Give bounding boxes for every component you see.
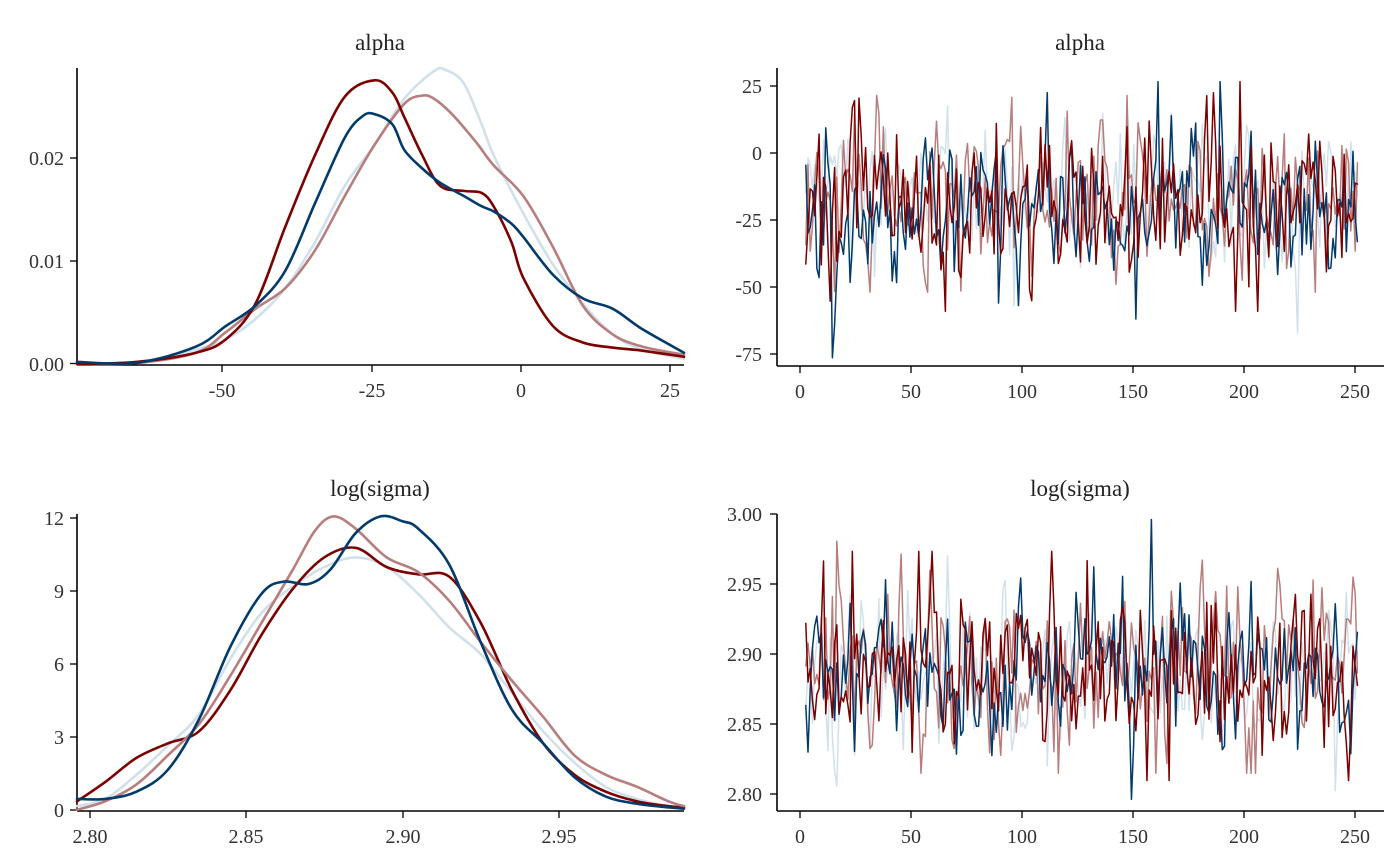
- panel-title-alpha-trace: alpha: [1055, 30, 1105, 55]
- plot-area-alpha-density: [75, 66, 686, 366]
- y-tick-label: 3.00: [727, 504, 762, 526]
- y-tick-label: 2.95: [727, 574, 762, 596]
- x-tick-label: 25: [660, 380, 680, 402]
- x-tick-label: -50: [209, 380, 236, 402]
- trace-line-chain-1: [805, 80, 1359, 313]
- plot-area-log-sigma-density: [75, 514, 686, 812]
- y-tick-label: 25: [742, 76, 762, 98]
- x-tick-label: -25: [359, 380, 386, 402]
- x-axis-alpha-density: -50 -25 0 25: [77, 364, 684, 402]
- density-line-chain-2: [75, 515, 686, 812]
- x-tick-label: 0: [795, 826, 805, 848]
- panel-log-sigma-trace: log(sigma) 2.80 2.85 2.90 2.95 3.00 0 50…: [727, 476, 1384, 848]
- x-tick-label: 50: [901, 381, 921, 403]
- x-tick-label: 200: [1229, 381, 1259, 403]
- y-tick-label: -75: [735, 344, 762, 366]
- panel-title-log-sigma-trace: log(sigma): [1030, 476, 1130, 501]
- x-tick-label: 2.95: [542, 826, 577, 848]
- panel-alpha-density: alpha 0.00 0.01 0.02 -50 -25 0 25: [29, 30, 686, 402]
- y-tick-label: -25: [735, 210, 762, 232]
- y-axis-alpha-trace: -75 -50 -25 0 25: [735, 68, 778, 366]
- x-tick-label: 100: [1007, 826, 1037, 848]
- x-tick-label: 50: [901, 826, 921, 848]
- x-tick-label: 2.80: [73, 826, 108, 848]
- density-line-chain-4: [75, 514, 686, 810]
- plot-area-alpha-trace: [805, 80, 1359, 359]
- y-axis-log-sigma-density: 0 3 6 9 12: [44, 508, 78, 822]
- x-tick-label: 150: [1118, 381, 1148, 403]
- x-tick-label: 250: [1340, 381, 1370, 403]
- trace-line-chain-1: [805, 550, 1359, 782]
- density-line-chain-2: [75, 94, 686, 366]
- trace-line-chain-2: [805, 540, 1359, 775]
- plot-area-log-sigma-trace: [805, 518, 1359, 801]
- y-tick-label: 2.90: [727, 644, 762, 666]
- x-tick-label: 2.85: [229, 826, 264, 848]
- y-tick-label: 0: [54, 800, 64, 822]
- x-tick-label: 0: [795, 381, 805, 403]
- x-axis-log-sigma-density: 2.80 2.85 2.90 2.95: [73, 810, 684, 848]
- density-line-chain-1: [75, 78, 686, 366]
- y-tick-label: 2.85: [727, 714, 762, 736]
- y-tick-label: 0: [752, 143, 762, 165]
- x-axis-alpha-trace: 0 50 100 150 200 250: [777, 365, 1384, 403]
- x-tick-label: 100: [1007, 381, 1037, 403]
- y-tick-label: 0.02: [29, 148, 64, 170]
- panel-title-log-sigma-density: log(sigma): [330, 476, 430, 501]
- y-tick-label: 6: [54, 654, 64, 676]
- x-axis-log-sigma-trace: 0 50 100 150 200 250: [777, 810, 1384, 848]
- density-line-chain-4: [75, 111, 686, 366]
- y-tick-label: 0.01: [29, 251, 64, 273]
- y-axis-alpha-density: 0.00 0.01 0.02: [29, 68, 78, 376]
- panel-log-sigma-density: log(sigma) 0 3 6 9 12 2.80 2.85 2.90 2.9…: [44, 476, 686, 848]
- x-tick-label: 150: [1118, 826, 1148, 848]
- x-tick-label: 2.90: [386, 826, 421, 848]
- y-tick-label: 2.80: [727, 784, 762, 806]
- y-tick-label: 12: [44, 508, 64, 530]
- x-tick-label: 0: [516, 380, 526, 402]
- x-tick-label: 200: [1229, 826, 1259, 848]
- y-tick-label: -50: [735, 277, 762, 299]
- trace-line-chain-4: [805, 518, 1359, 801]
- y-tick-label: 0.00: [29, 354, 64, 376]
- y-axis-log-sigma-trace: 2.80 2.85 2.90 2.95 3.00: [727, 504, 778, 811]
- y-tick-label: 3: [54, 727, 64, 749]
- density-line-chain-1: [75, 546, 686, 809]
- panel-alpha-trace: alpha -75 -50 -25 0 25 0 50 100 150: [735, 30, 1384, 403]
- y-tick-label: 9: [54, 581, 64, 603]
- x-tick-label: 250: [1340, 826, 1370, 848]
- panel-title-alpha-density: alpha: [355, 30, 405, 55]
